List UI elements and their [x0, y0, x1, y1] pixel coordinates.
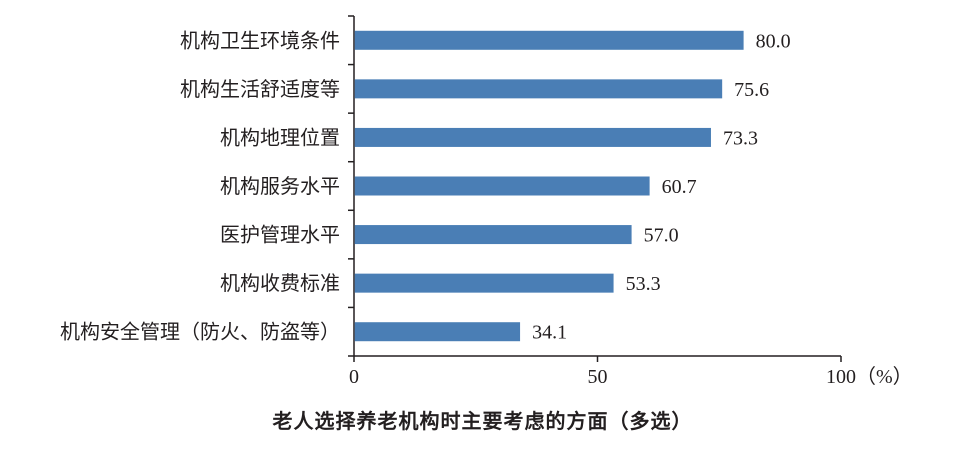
- category-label: 机构地理位置: [220, 125, 340, 149]
- bar: [354, 79, 723, 99]
- bar-value-label: 53.3: [626, 273, 661, 295]
- chart-axes: [348, 15, 842, 362]
- category-label: 机构卫生环境条件: [180, 28, 340, 52]
- bar: [354, 225, 632, 245]
- x-tick-label: 0: [349, 366, 359, 388]
- chart-labels: 0 50 100（%） 80.0 机构卫生环境条件 75.6 机构生活舒适度等 73.3 机构地…: [60, 28, 913, 388]
- chart-title: 老人选择养老机构时主要考虑的方面（多选）: [272, 409, 693, 433]
- bar-value-label: 75.6: [734, 79, 769, 101]
- chart-bars: [354, 30, 744, 342]
- category-label: 机构安全管理（防火、防盗等）: [60, 320, 340, 344]
- bar: [354, 273, 614, 293]
- bar: [354, 127, 711, 147]
- category-label: 机构服务水平: [220, 174, 340, 198]
- x-tick-label: 100（%）: [826, 365, 913, 388]
- bar: [354, 322, 521, 342]
- bar: [354, 30, 744, 50]
- bar: [354, 176, 650, 196]
- category-label: 医护管理水平: [220, 223, 340, 247]
- bar-value-label: 34.1: [532, 322, 567, 344]
- category-label: 机构生活舒适度等: [180, 77, 340, 101]
- bar-value-label: 57.0: [644, 225, 679, 247]
- bar-value-label: 73.3: [723, 127, 758, 149]
- x-tick-label: 50: [588, 366, 608, 388]
- category-label: 机构收费标准: [220, 271, 340, 295]
- bar-value-label: 80.0: [756, 30, 791, 52]
- bar-value-label: 60.7: [662, 176, 697, 198]
